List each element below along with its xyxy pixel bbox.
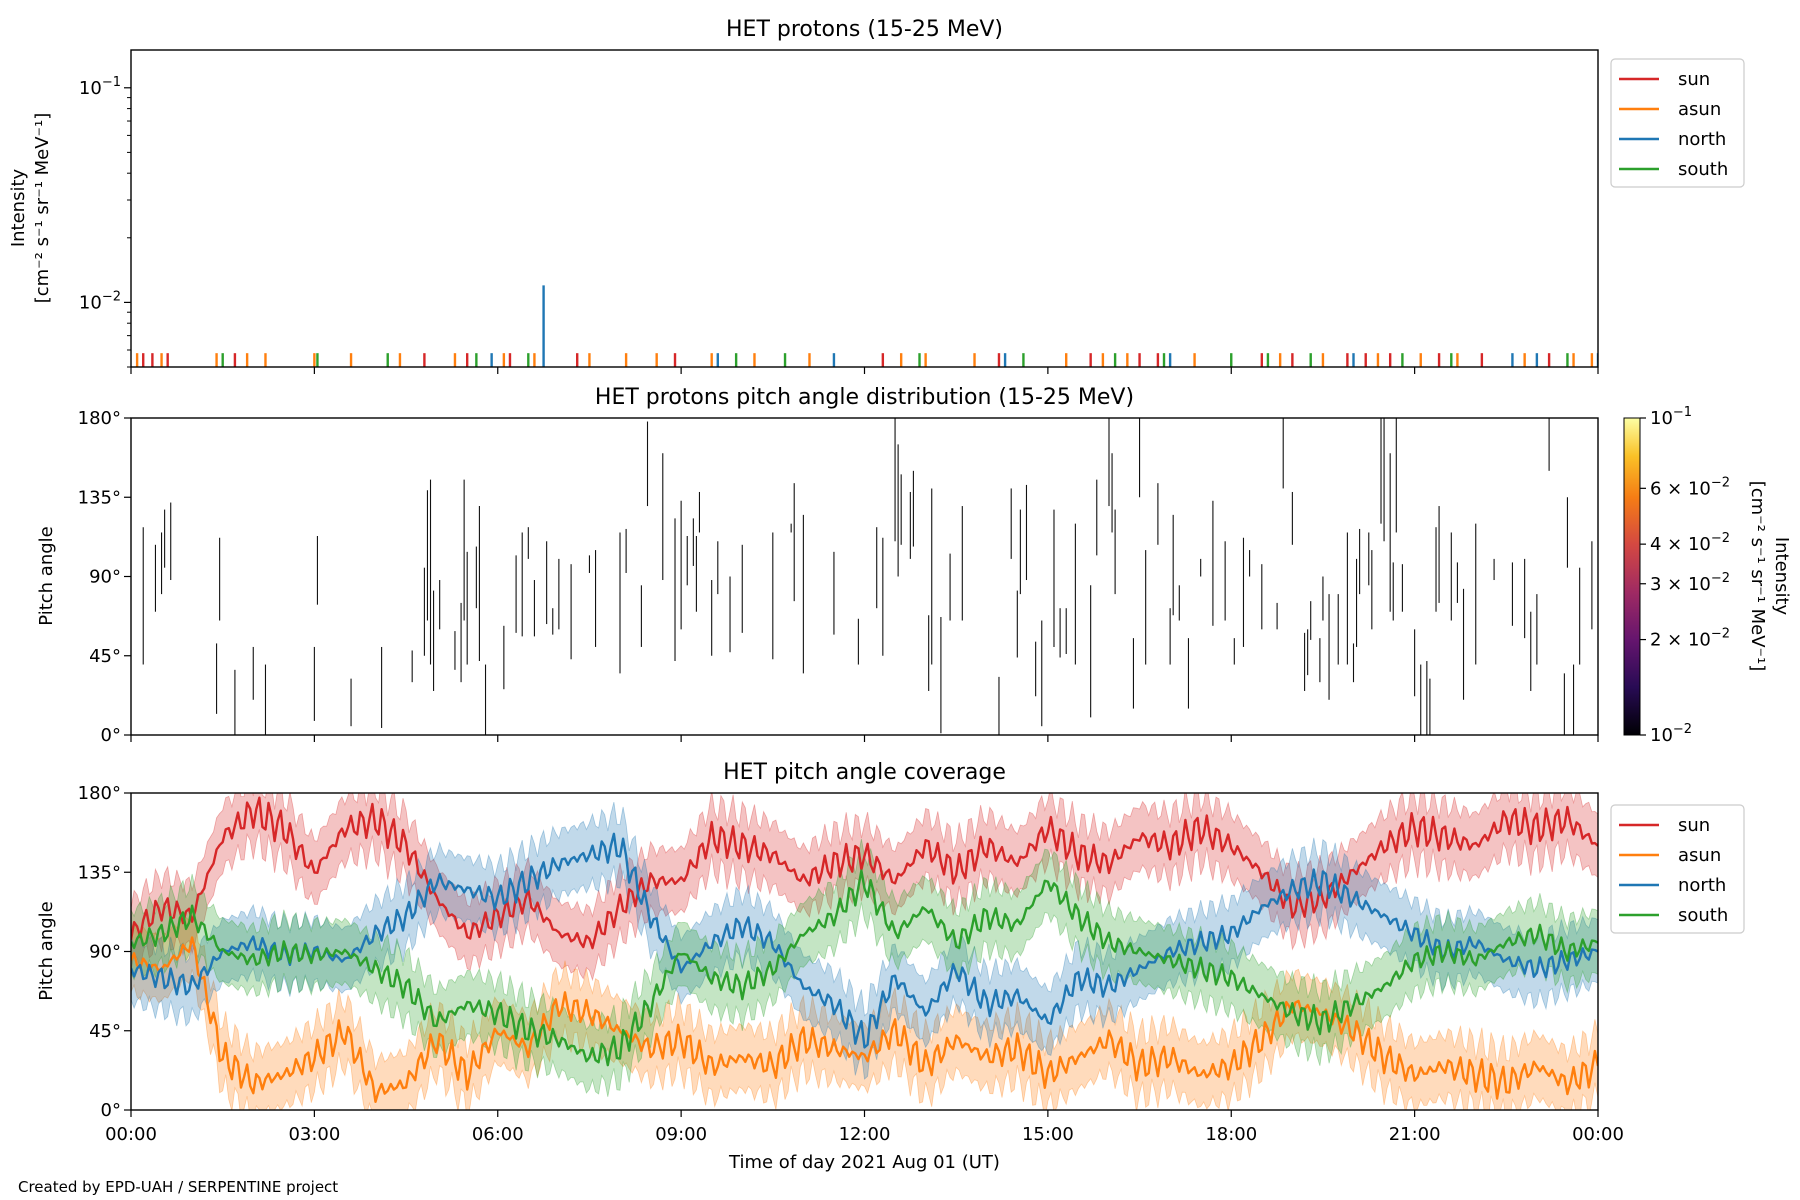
coverage-line-north [131, 832, 1598, 1049]
y-tick-label: 0° [101, 1100, 121, 1121]
panel1-ylabel-line2: [cm⁻² s⁻¹ sr⁻¹ MeV⁻¹] [32, 113, 53, 304]
colorbar-tick-label: 6 × 10−2 [1650, 475, 1730, 499]
x-tick-label: 15:00 [1022, 1124, 1074, 1145]
legend-label-sun: sun [1678, 69, 1710, 90]
x-tick-label: 00:00 [105, 1124, 157, 1145]
x-tick-label: 21:00 [1389, 1124, 1441, 1145]
panel2-title: HET protons pitch angle distribution (15… [595, 385, 1134, 410]
panel3-ylabel: Pitch angle [36, 901, 57, 1000]
legend-label-north: north [1678, 875, 1726, 896]
colorbar-tick-label: 4 × 10−2 [1650, 531, 1730, 555]
colorbar-label: Intensity [cm⁻² s⁻¹ sr⁻¹ MeV⁻¹] [1747, 481, 1792, 672]
colorbar-tick-label: 2 × 10−2 [1650, 627, 1730, 651]
y-tick-label: 135° [78, 487, 121, 508]
panel3-lines [131, 796, 1598, 1103]
panel2-frame [130, 417, 1599, 736]
panel3-bands [131, 793, 1598, 1110]
legend-box [1610, 58, 1745, 188]
y-tick-label: 45° [89, 646, 121, 667]
colorbar-tick-label: 10−1 [1650, 405, 1692, 429]
colorbar-tick-label: 3 × 10−2 [1650, 571, 1730, 595]
panel1-frame [130, 49, 1599, 368]
panel1-axes: 10−1 10−2 [79, 75, 1599, 374]
y-tick-label: 45° [89, 1021, 121, 1042]
x-tick-label: 12:00 [839, 1124, 891, 1145]
y-tick-label: 10−1 [79, 75, 121, 99]
legend-label-south: south [1678, 159, 1728, 180]
x-tick-label: 09:00 [655, 1124, 707, 1145]
colorbar-ticks: 10−1 6 × 10−2 4 × 10−2 3 × 10−2 2 × 10−2 10−2 [1640, 405, 1730, 746]
colorbar-label-line2: [cm⁻² s⁻¹ sr⁻¹ MeV⁻¹] [1747, 481, 1768, 672]
y-tick-label: 135° [78, 862, 121, 883]
panel-pitch-angle-coverage: HET pitch angle coverage 00:00 03:00 06:00… [36, 760, 1745, 1173]
panel2-ylabel: Pitch angle [36, 526, 57, 625]
panel1-legend: sun asun north south [1610, 58, 1745, 188]
coverage-line-asun [131, 936, 1598, 1103]
panel3-axes: 00:00 03:00 06:00 09:00 12:00 15:00 18:00 21:00… [78, 783, 1624, 1145]
colorbar [1623, 417, 1641, 736]
x-axis-label: Time of day 2021 Aug 01 (UT) [728, 1152, 1000, 1173]
legend-label-south: south [1678, 905, 1728, 926]
legend-label-sun: sun [1678, 815, 1710, 836]
panel1-marks [135, 285, 1598, 367]
panel-het-intensity: HET protons (15-25 MeV) 10−1 10−2 Intensi… [8, 17, 1745, 374]
panel1-ylabel: Intensity [cm⁻² s⁻¹ sr⁻¹ MeV⁻¹] [8, 113, 53, 304]
panel3-legend: sun asun north south [1610, 804, 1745, 934]
coverage-line-sun [131, 796, 1598, 950]
panel3-title: HET pitch angle coverage [723, 760, 1006, 785]
x-tick-label: 03:00 [288, 1124, 340, 1145]
y-tick-label: 0° [101, 725, 121, 746]
panel1-ylabel-line1: Intensity [8, 168, 29, 247]
coverage-line-south [131, 869, 1598, 1067]
legend-label-asun: asun [1678, 99, 1721, 120]
legend-label-north: north [1678, 129, 1726, 150]
panel2-axes: 0° 45° 90° 135° 180° [78, 408, 1599, 746]
x-tick-label: 06:00 [472, 1124, 524, 1145]
panel1-title: HET protons (15-25 MeV) [726, 17, 1003, 42]
x-tick-label: 18:00 [1205, 1124, 1257, 1145]
panel-pitch-angle-distribution: HET protons pitch angle distribution (15… [36, 385, 1792, 746]
y-tick-label: 10−2 [79, 289, 121, 313]
y-tick-label: 90° [89, 942, 121, 963]
legend-label-asun: asun [1678, 845, 1721, 866]
y-tick-label: 180° [78, 408, 121, 429]
y-tick-label: 90° [89, 567, 121, 588]
y-tick-label: 180° [78, 783, 121, 804]
panel3-frame [130, 792, 1599, 1111]
panel2-marks [142, 418, 1593, 735]
x-tick-label: 00:00 [1572, 1124, 1624, 1145]
credit-text: Created by EPD-UAH / SERPENTINE project [18, 1178, 338, 1196]
coverage-band-north [131, 802, 1598, 1080]
legend-box [1610, 804, 1745, 934]
colorbar-tick-label: 10−2 [1650, 722, 1692, 746]
colorbar-label-line1: Intensity [1771, 537, 1792, 616]
